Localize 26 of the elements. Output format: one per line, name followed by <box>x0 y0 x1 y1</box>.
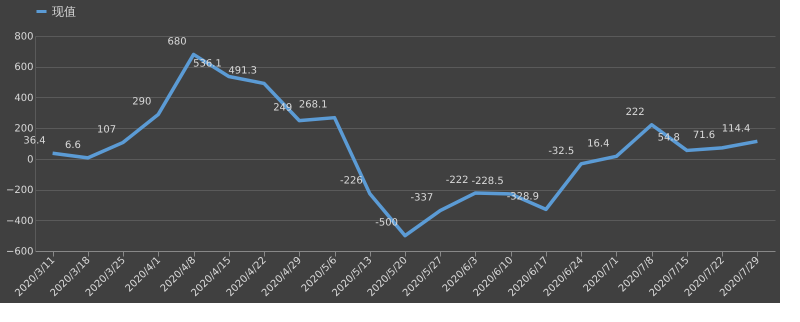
data-label: -228.5 <box>471 176 504 187</box>
data-label: 107 <box>97 124 116 136</box>
legend-label: 现值 <box>52 4 76 18</box>
y-tick-label: −600 <box>6 246 34 258</box>
y-tick-label: 400 <box>14 92 34 104</box>
y-tick-label: 600 <box>14 62 34 74</box>
y-tick-label: −400 <box>6 216 34 227</box>
data-label: 680 <box>167 36 187 48</box>
data-label: 36.4 <box>23 135 46 146</box>
data-label: 16.4 <box>587 138 610 150</box>
y-tick-label: −200 <box>6 185 34 196</box>
data-label: 491.3 <box>228 65 258 76</box>
data-label: 71.6 <box>692 130 716 141</box>
y-tick-label: 0 <box>27 154 34 166</box>
data-label: -337 <box>410 192 434 204</box>
data-label: -226 <box>340 176 363 187</box>
data-label: -32.5 <box>548 146 574 157</box>
line-series <box>50 52 760 238</box>
data-label: 114.4 <box>722 123 750 134</box>
data-label: 6.6 <box>64 140 81 151</box>
data-label: 290 <box>132 96 152 108</box>
data-label: 268.1 <box>298 100 328 111</box>
data-label: -222 <box>446 174 468 186</box>
y-tick-label: 200 <box>14 124 34 135</box>
y-tick-label: 800 <box>14 32 34 42</box>
data-label: 222 <box>626 106 645 118</box>
